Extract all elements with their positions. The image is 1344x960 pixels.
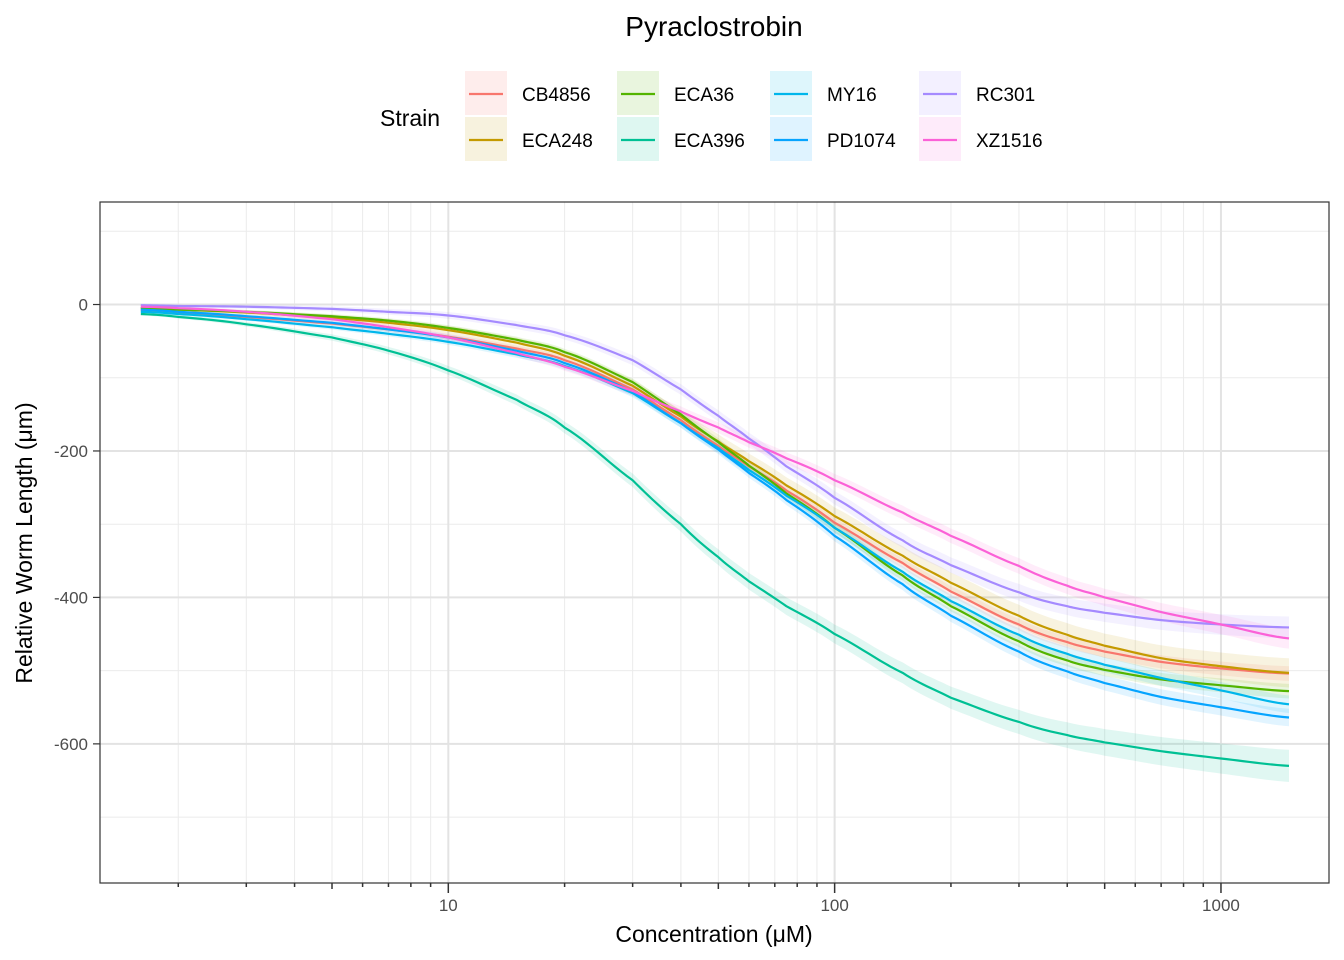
legend-label: MY16 — [827, 85, 877, 106]
chart-title: Pyraclostrobin — [625, 11, 802, 42]
series-line-xz1516 — [140, 305, 1290, 640]
y-tick-label: -400 — [54, 588, 88, 607]
legend-label: ECA396 — [674, 131, 745, 152]
legend-label: ECA36 — [674, 85, 734, 106]
series-line-eca396 — [140, 312, 1290, 767]
legend-item-cb4856: CB4856 — [465, 71, 591, 115]
legend-item-eca396: ECA396 — [617, 117, 745, 161]
legend-label: XZ1516 — [976, 131, 1043, 152]
legend-item-rc301: RC301 — [919, 71, 1035, 115]
confidence-band-my16 — [140, 310, 1290, 714]
legend-label: CB4856 — [522, 85, 591, 106]
legend-item-xz1516: XZ1516 — [919, 117, 1043, 161]
series-line-pd1074 — [140, 308, 1290, 719]
x-tick-label: 1000 — [1202, 896, 1240, 915]
legend-label: PD1074 — [827, 131, 896, 152]
confidence-band-xz1516 — [140, 305, 1290, 649]
x-axis-title: Concentration (μM) — [615, 921, 812, 947]
series-line-rc301 — [140, 304, 1290, 629]
series-line-my16 — [140, 310, 1290, 706]
series-line-eca248 — [140, 307, 1290, 674]
series-line-eca36 — [140, 307, 1290, 693]
confidence-band-eca396 — [140, 312, 1290, 782]
legend-item-pd1074: PD1074 — [770, 117, 896, 161]
legend-label: ECA248 — [522, 131, 593, 152]
legend-title: Strain — [380, 105, 440, 131]
confidence-band-eca248 — [140, 306, 1290, 688]
legend: Strain CB4856 ECA248 ECA36 ECA396 MY16 PD1074… — [380, 71, 1043, 161]
legend-item-eca248: ECA248 — [465, 117, 593, 161]
y-tick-label: 0 — [79, 296, 88, 315]
legend-label: RC301 — [976, 85, 1035, 106]
legend-item-eca36: ECA36 — [617, 71, 734, 115]
plot-border — [99, 201, 1330, 884]
x-tick-label: 10 — [439, 896, 458, 915]
y-tick-label: -200 — [54, 442, 88, 461]
y-tick-label: -600 — [54, 735, 88, 754]
y-axis-title: Relative Worm Length (μm) — [11, 402, 37, 683]
x-tick-label: 100 — [820, 896, 848, 915]
x-axis: 10 100 1000 — [177, 883, 1240, 915]
plot-area — [99, 201, 1330, 884]
legend-item-my16: MY16 — [770, 71, 877, 115]
y-axis: 0 -200 -400 -600 — [54, 296, 100, 754]
